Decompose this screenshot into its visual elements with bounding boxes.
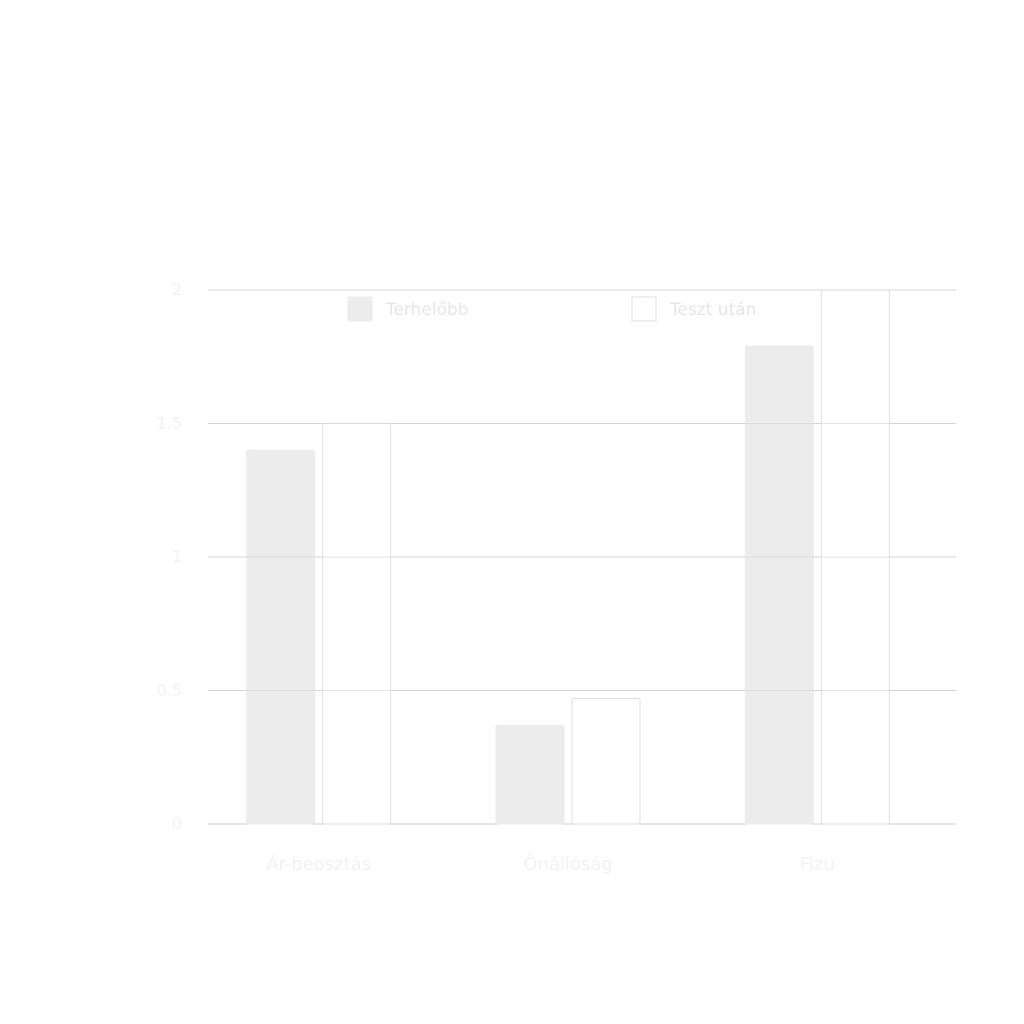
legend-label: Terhelőbb bbox=[385, 300, 469, 320]
y-tick-label: 1 bbox=[172, 547, 182, 566]
y-tick-label: 1.5 bbox=[157, 414, 182, 433]
y-tick-label: 2 bbox=[172, 280, 182, 299]
legend-label: Teszt után bbox=[669, 300, 756, 320]
x-tick-label: Fizu bbox=[800, 854, 835, 875]
y-tick-labels: 0 0.5 1 1.5 2 bbox=[157, 280, 182, 833]
bar bbox=[744, 345, 814, 825]
x-tick-label: Ár-beosztás bbox=[266, 853, 371, 875]
y-tick-label: 0 bbox=[172, 814, 182, 833]
legend-swatch bbox=[347, 296, 373, 322]
y-tick-label: 0.5 bbox=[157, 681, 182, 700]
bars-layer bbox=[208, 289, 956, 825]
x-tick-label: Önállóság bbox=[523, 853, 612, 875]
legend: Terhelőbb Teszt után bbox=[347, 296, 756, 322]
bar bbox=[495, 724, 565, 825]
bar bbox=[322, 423, 392, 825]
legend-swatch bbox=[631, 296, 657, 322]
x-tick-labels: Ár-beosztás Önállóság Fizu bbox=[266, 853, 835, 875]
bar bbox=[246, 449, 316, 825]
bar bbox=[571, 698, 641, 825]
